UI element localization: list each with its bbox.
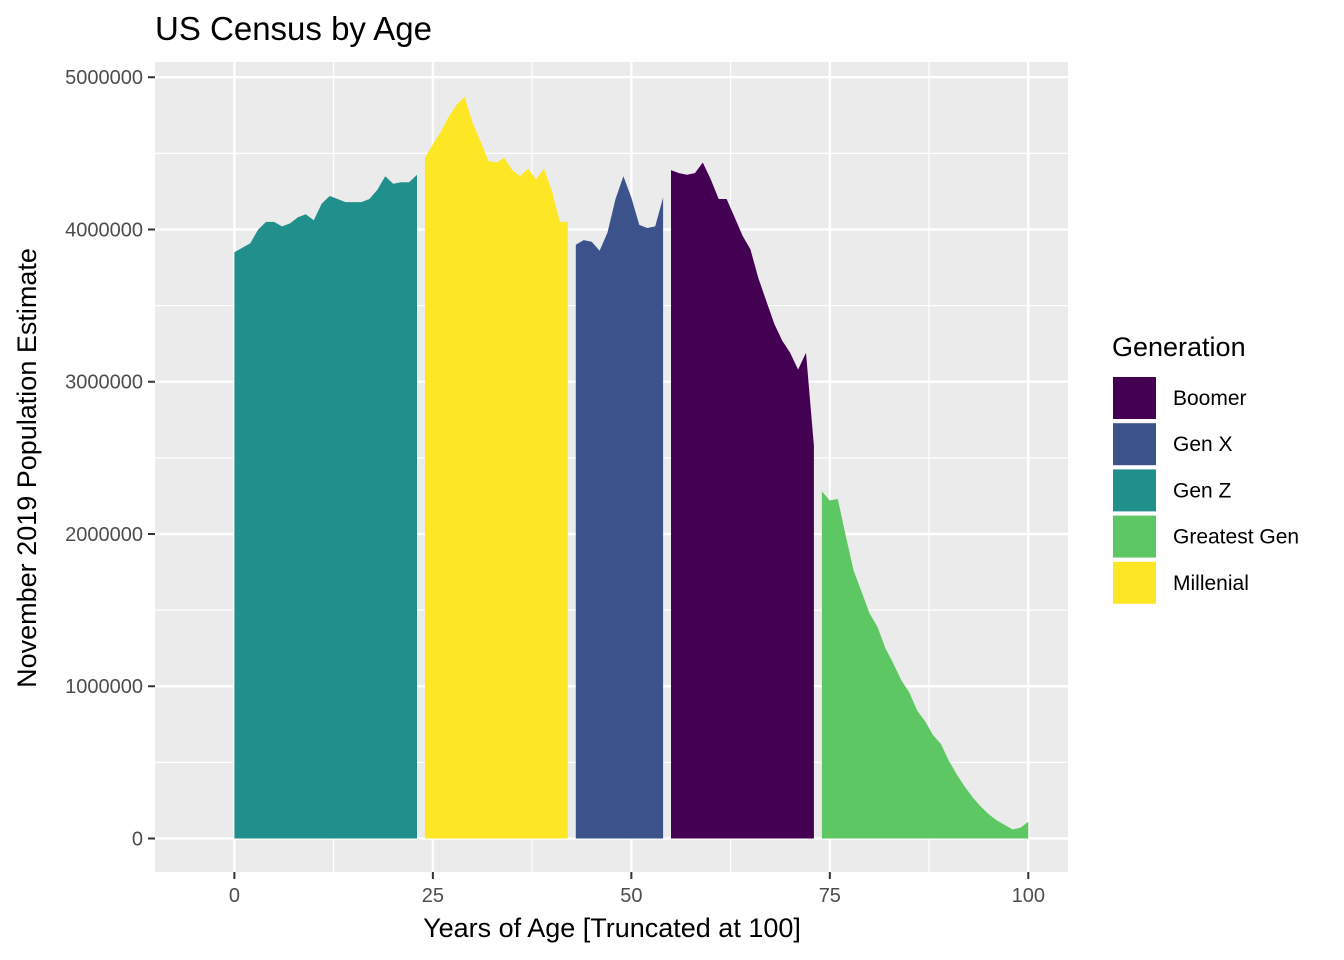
x-axis: 0 25 50 75 100 — [229, 872, 1045, 907]
chart-title: US Census by Age — [155, 10, 432, 47]
legend-label-greatest-gen: Greatest Gen — [1173, 526, 1299, 549]
y-tick-label: 4000000 — [65, 219, 143, 241]
legend-swatch-boomer — [1113, 377, 1156, 419]
x-axis-title: Years of Age [Truncated at 100] — [423, 913, 801, 943]
y-tick-label: 2000000 — [65, 524, 143, 546]
legend-swatch-gen-x — [1113, 423, 1156, 466]
area-gen-x — [575, 176, 664, 839]
area-greatest-gen — [821, 491, 1029, 839]
legend-label-boomer: Boomer — [1173, 387, 1247, 410]
y-axis-title: November 2019 Population Estimate — [12, 248, 42, 688]
legend: Generation Boomer Gen X Gen Z Greatest Gen M… — [1112, 332, 1299, 604]
y-tick-label: 3000000 — [65, 372, 143, 394]
legend-swatch-gen-z — [1113, 469, 1156, 512]
legend-label-gen-z: Gen Z — [1173, 479, 1232, 502]
y-tick-label: 0 — [132, 829, 143, 851]
y-tick-label: 1000000 — [65, 676, 143, 698]
legend-label-millenial: Millenial — [1173, 572, 1249, 595]
legend-title: Generation — [1112, 332, 1246, 362]
x-tick-label: 50 — [620, 885, 642, 907]
y-axis: 0 1000000 2000000 3000000 4000000 5000000 — [65, 67, 155, 851]
x-tick-label: 100 — [1012, 885, 1045, 907]
y-tick-label: 5000000 — [65, 67, 143, 89]
area-gen-z — [234, 174, 417, 839]
legend-label-gen-x: Gen X — [1173, 433, 1233, 456]
x-tick-label: 25 — [422, 885, 444, 907]
x-tick-label: 75 — [819, 885, 841, 907]
area-boomer — [671, 162, 814, 839]
legend-swatch-millenial — [1113, 561, 1156, 604]
area-series — [234, 97, 1029, 839]
x-tick-label: 0 — [229, 885, 240, 907]
legend-swatch-greatest-gen — [1113, 515, 1156, 558]
area-millenial — [424, 97, 568, 839]
